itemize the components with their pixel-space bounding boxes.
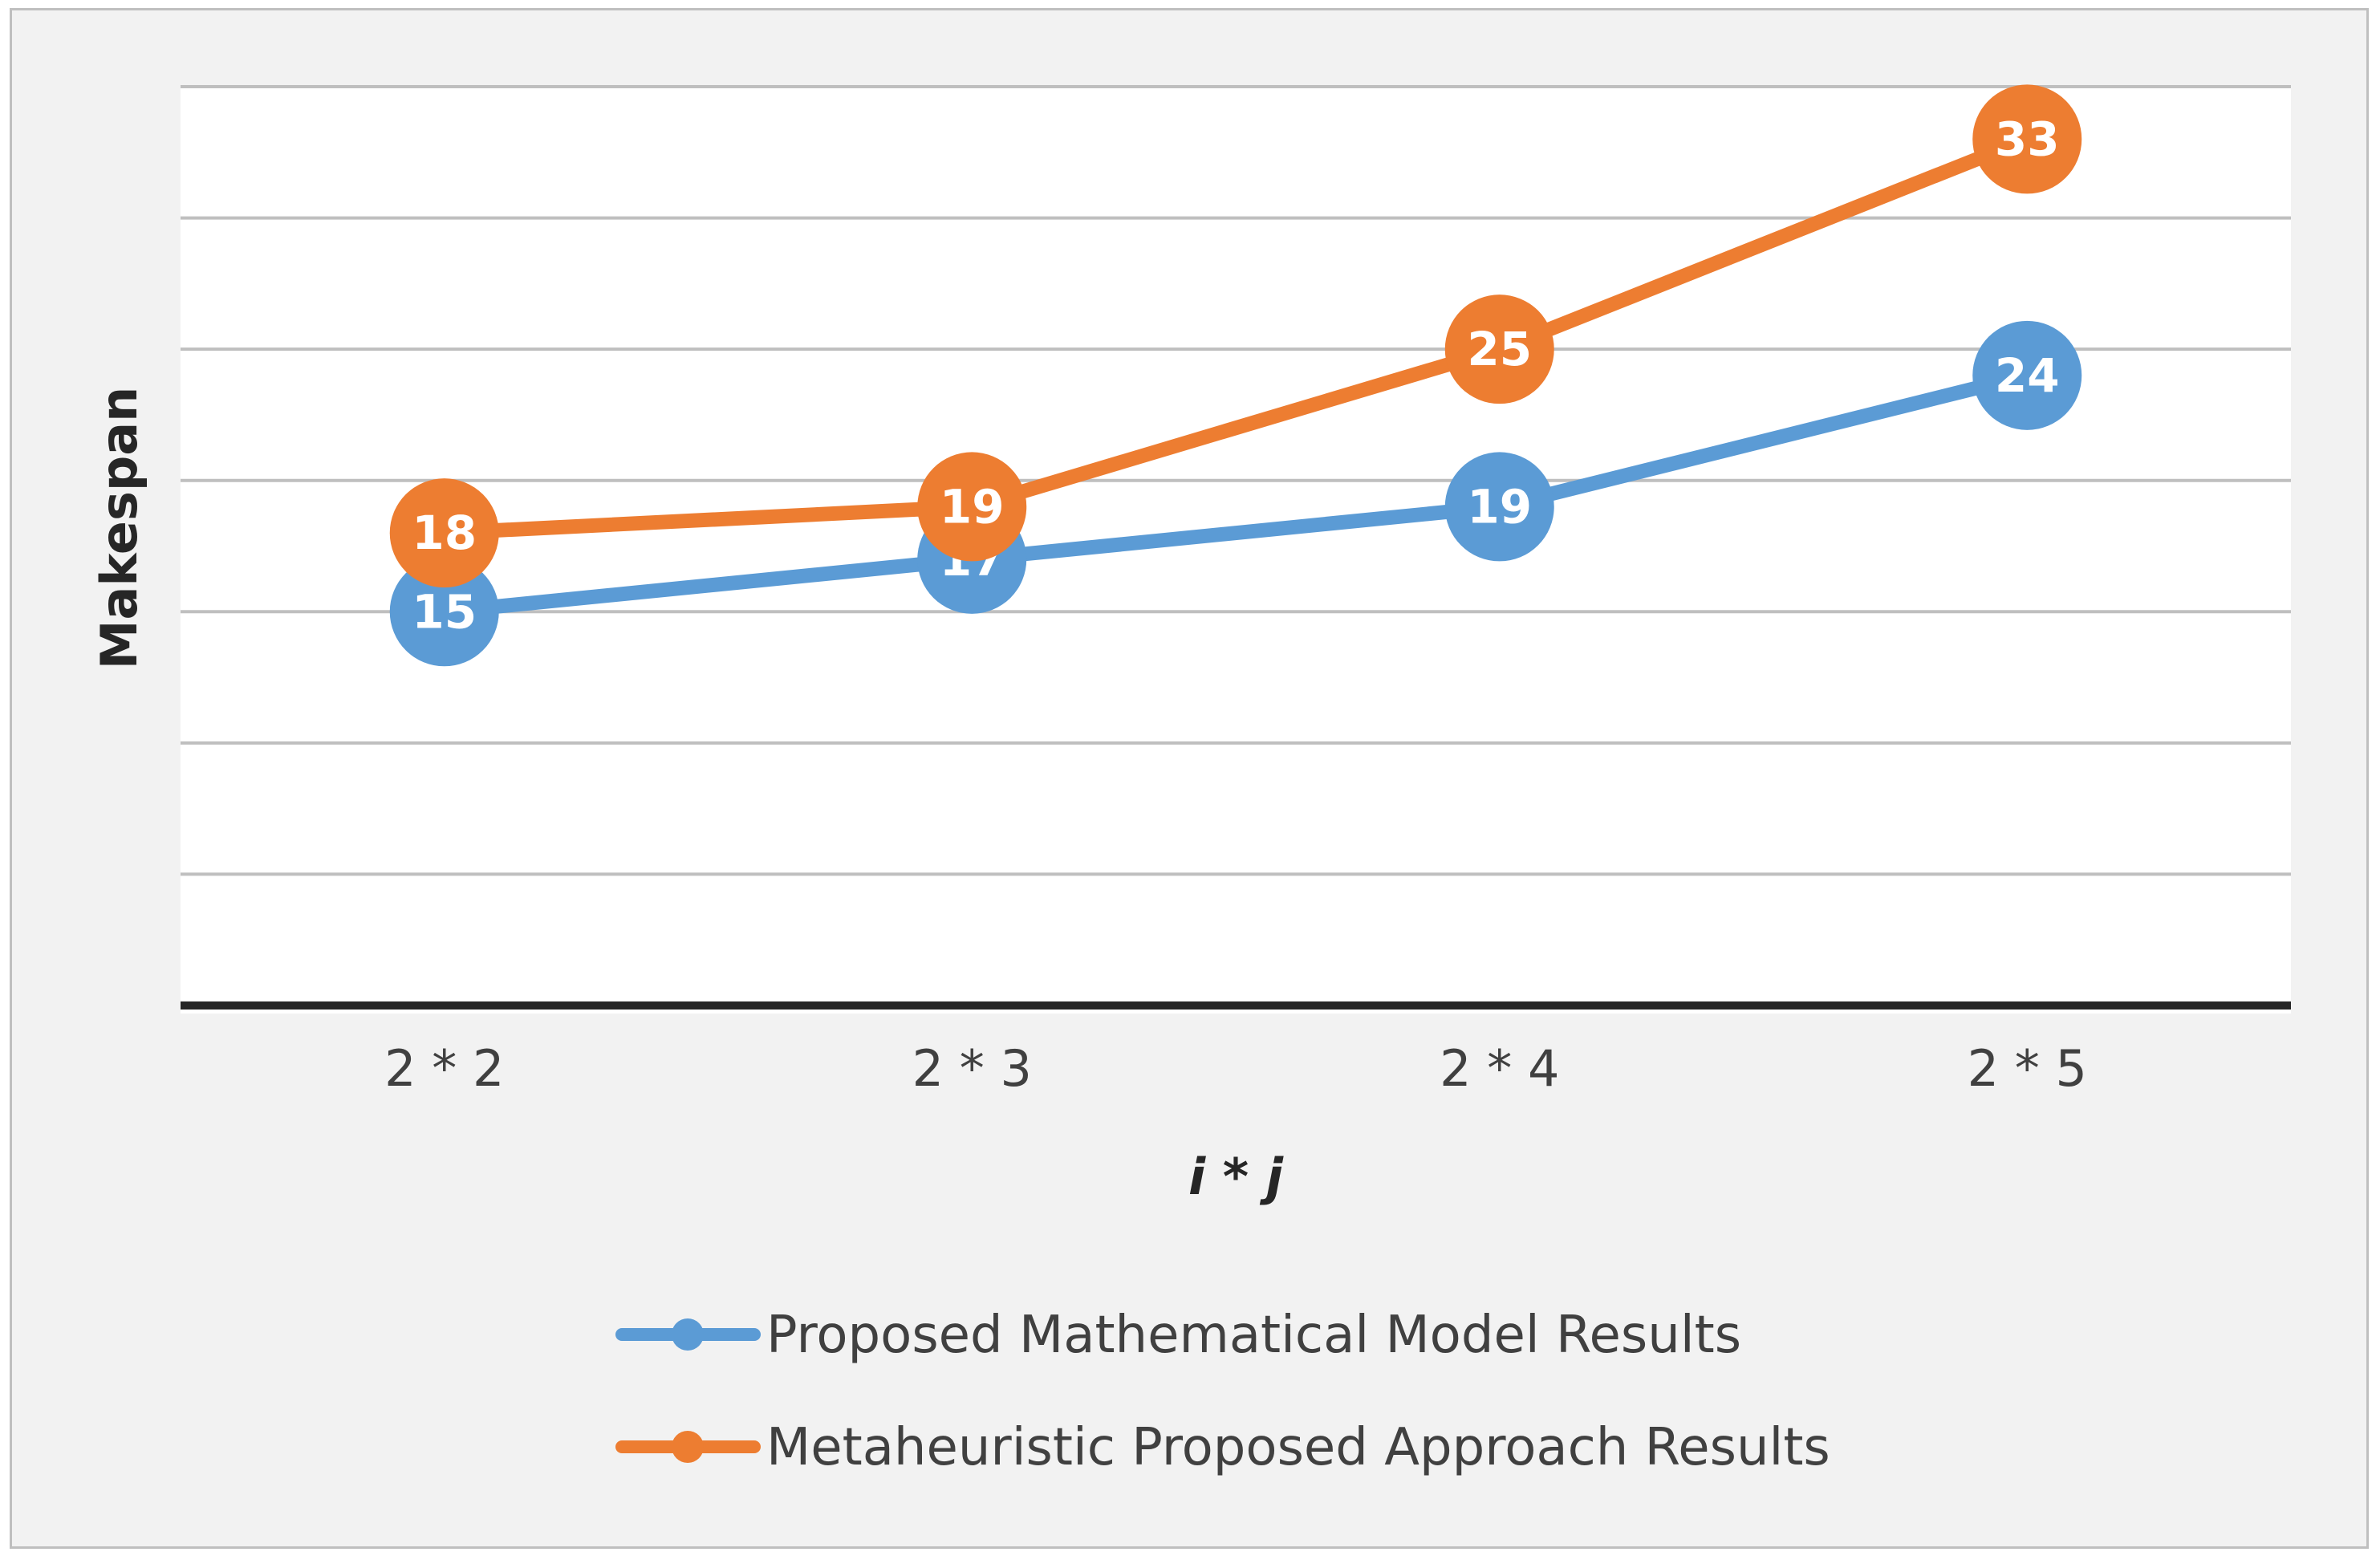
data-label: 19	[940, 479, 1005, 534]
data-point	[1972, 84, 2082, 194]
series-2: 18 19 25 33	[389, 84, 2082, 588]
x-tick-labels: 2 * 2 2 * 3 2 * 4 2 * 5	[384, 1039, 2087, 1098]
legend-item: Metaheuristic Proposed Approach Results	[615, 1418, 1830, 1477]
legend-label: Proposed Mathematical Model Results	[766, 1306, 1741, 1365]
data-point	[917, 452, 1027, 562]
x-tick-label: 2 * 2	[384, 1039, 504, 1098]
legend-marker	[672, 1318, 704, 1351]
legend-label: Metaheuristic Proposed Approach Results	[766, 1418, 1830, 1477]
data-label: 24	[1995, 348, 2060, 403]
data-point	[1444, 452, 1554, 562]
data-label: 15	[412, 584, 477, 639]
data-label: 25	[1467, 322, 1532, 376]
x-tick-label: 2 * 3	[912, 1039, 1032, 1098]
legend-marker	[672, 1431, 704, 1463]
x-axis-title: i * j	[1188, 1148, 1284, 1206]
x-tick-label: 2 * 4	[1440, 1039, 1559, 1098]
data-label: 33	[1995, 112, 2060, 166]
data-label: 19	[1467, 479, 1532, 534]
gridlines	[181, 85, 2291, 876]
data-point	[389, 557, 499, 667]
series-line	[437, 368, 2035, 620]
data-point	[1972, 320, 2082, 430]
data-point	[389, 478, 499, 588]
plot-area	[181, 87, 2291, 1014]
series-layer: 1517192418192533	[389, 84, 2082, 667]
x-tick-label: 2 * 5	[1968, 1039, 2087, 1098]
series-line	[437, 132, 2035, 541]
legend: Proposed Mathematical Model Results Metah…	[615, 1306, 1830, 1477]
data-point	[1444, 295, 1554, 404]
line-chart: 2 * 22 * 32 * 42 * 5 1517192418192533 i …	[90, 84, 2291, 1477]
legend-item: Proposed Mathematical Model Results	[615, 1306, 1741, 1365]
chart-frame: 2 * 22 * 32 * 42 * 5 1517192418192533 i …	[10, 8, 2369, 1549]
data-label: 18	[412, 506, 477, 560]
y-axis-title: Makespan	[90, 387, 148, 669]
